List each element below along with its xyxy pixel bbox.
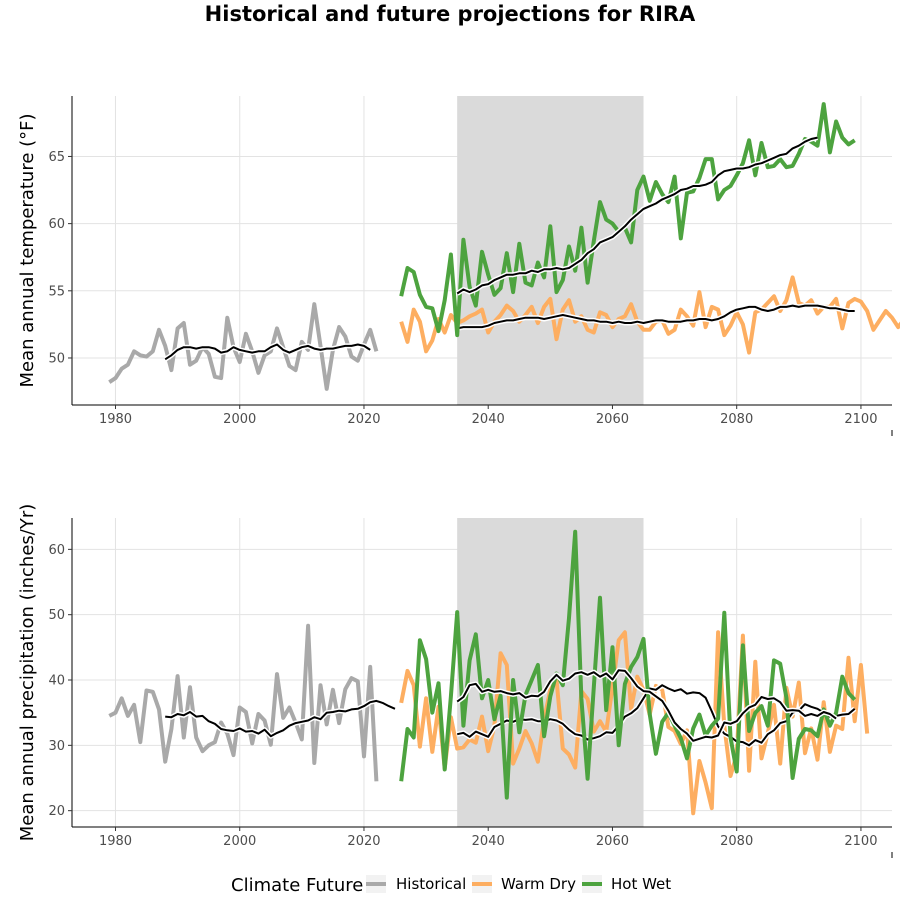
- y-tick-label: 50: [48, 608, 65, 623]
- warm-dry-rolling-mean-line: [456, 304, 855, 330]
- precipitation-panel: 1980 2000 2020 2040 2060 2080 2100 20 30 40 50 60 Me…: [17, 504, 893, 858]
- hot-wet-line: [399, 102, 856, 338]
- y-tick-label: 65: [48, 150, 65, 165]
- y-tick-label: 60: [48, 217, 65, 232]
- x-tick-label: 2080: [720, 412, 753, 427]
- hot-wet-rolling-mean-line: [456, 136, 818, 295]
- x-tick-label: 2080: [720, 834, 753, 849]
- y-tick-label: 30: [48, 739, 65, 754]
- x-tick-label: 2060: [596, 412, 629, 427]
- legend-item-historical: Historical: [366, 875, 466, 893]
- historical-rolling-mean-line: [165, 699, 396, 738]
- shaded-period: [457, 96, 644, 405]
- x-tick-label: 2040: [472, 412, 505, 427]
- x-tick-label: 1980: [99, 412, 132, 427]
- warm-dry-line: [399, 630, 870, 816]
- legend-label-hot-wet: Hot Wet: [611, 875, 671, 893]
- historical-line: [108, 623, 379, 782]
- y-tick-label: 50: [48, 351, 65, 366]
- hot-wet-rolling-mean-line: [456, 669, 837, 742]
- legend-label-historical: Historical: [396, 875, 466, 893]
- x-tick-label: 1980: [99, 834, 132, 849]
- x-tick-label: 2060: [596, 834, 629, 849]
- y-tick-label: 55: [48, 284, 65, 299]
- x-tick-label: 2100: [844, 834, 877, 849]
- legend-item-warm-dry: Warm Dry: [472, 875, 576, 893]
- chart-title: Historical and future projections for RI…: [204, 2, 696, 26]
- y-tick-label: 40: [48, 674, 65, 689]
- y-tick-label: 20: [48, 804, 65, 819]
- legend: Climate Future Historical Warm Dry Hot W…: [231, 875, 671, 896]
- legend-label-warm-dry: Warm Dry: [501, 875, 576, 893]
- legend-item-hot-wet: Hot Wet: [582, 875, 671, 893]
- historical-rolling-mean-line: [164, 343, 371, 361]
- x-tick-label: 2100: [844, 412, 877, 427]
- temperature-panel: 1980 2000 2020 2040 2060 2080 2100 50 55 60 65 Mean…: [17, 96, 900, 436]
- x-tick-label: 2000: [223, 412, 256, 427]
- x-tick-label: 2040: [472, 834, 505, 849]
- y-tick-label: 60: [48, 543, 65, 558]
- x-tick-label: 2020: [347, 834, 380, 849]
- x-tick-label: 2020: [347, 412, 380, 427]
- y-axis-title: Mean annual precipitation (inches/Yr): [17, 504, 38, 842]
- historical-line: [108, 302, 379, 391]
- legend-title: Climate Future: [231, 875, 363, 896]
- y-axis-title: Mean annual temperature (°F): [17, 113, 38, 387]
- x-tick-label: 2000: [223, 834, 256, 849]
